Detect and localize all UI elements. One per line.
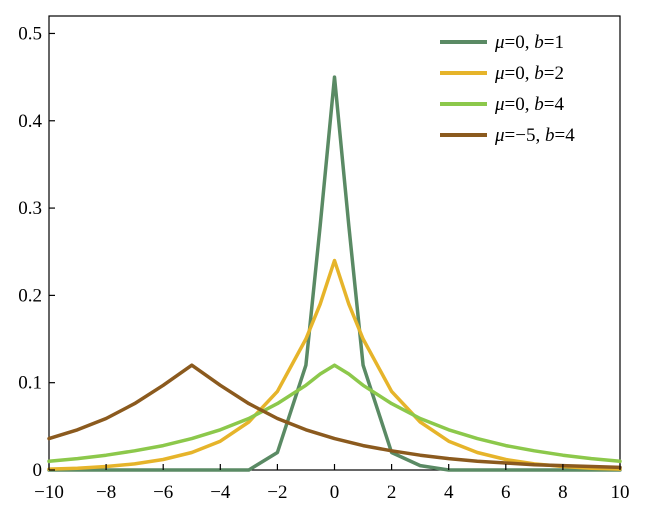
x-tick-label: 4 xyxy=(444,482,454,503)
y-tick-label: 0.1 xyxy=(18,373,42,394)
legend-label-2: μ=0, b=4 xyxy=(494,94,564,115)
legend: μ=0, b=1 μ=0, b=2 μ=0, b=4 μ=−5, b=4 xyxy=(440,32,575,146)
x-tick-label: −10 xyxy=(34,482,64,503)
axes-layer: −10 −8 −6 −4 −2 0 2 4 6 8 10 0 0.1 0.2 0.3 0.4 0.5 xyxy=(18,23,629,503)
series-layer xyxy=(47,75,622,472)
x-tick-label: −2 xyxy=(267,482,287,503)
legend-label-0: μ=0, b=1 xyxy=(494,32,564,53)
x-tick-label: 8 xyxy=(558,482,568,503)
x-tick-label: 2 xyxy=(387,482,397,503)
y-tick-label: 0.4 xyxy=(18,111,42,132)
legend-label-1: μ=0, b=2 xyxy=(494,63,564,84)
x-tick-label: 10 xyxy=(611,482,630,503)
y-tick-label: 0 xyxy=(33,460,43,481)
x-tick-label: 0 xyxy=(330,482,340,503)
x-tick-label: 6 xyxy=(501,482,511,503)
legend-label-3: μ=−5, b=4 xyxy=(494,125,575,146)
x-tick-label: −8 xyxy=(96,482,116,503)
y-tick-label: 0.2 xyxy=(18,285,42,306)
series-line-0 xyxy=(47,75,622,472)
series-line-2 xyxy=(47,363,622,464)
series-line-3 xyxy=(47,363,622,470)
x-tick-label: −4 xyxy=(210,482,231,503)
x-tick-label: −6 xyxy=(153,482,173,503)
y-tick-label: 0.5 xyxy=(18,23,42,44)
y-tick-label: 0.3 xyxy=(18,198,42,219)
series-line-1 xyxy=(47,258,622,471)
